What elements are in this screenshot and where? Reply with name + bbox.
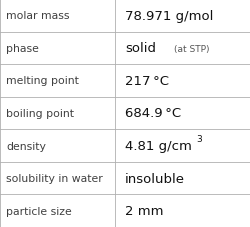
Text: melting point: melting point bbox=[6, 76, 79, 86]
Text: density: density bbox=[6, 141, 46, 151]
Text: 684.9 °C: 684.9 °C bbox=[125, 107, 181, 120]
Text: 4.81 g/cm: 4.81 g/cm bbox=[125, 139, 192, 152]
Text: 2 mm: 2 mm bbox=[125, 204, 164, 217]
Text: molar mass: molar mass bbox=[6, 11, 70, 21]
Text: insoluble: insoluble bbox=[125, 172, 185, 185]
Text: boiling point: boiling point bbox=[6, 109, 74, 118]
Text: particle size: particle size bbox=[6, 206, 72, 216]
Text: 217 °C: 217 °C bbox=[125, 75, 169, 88]
Text: (at STP): (at STP) bbox=[174, 45, 209, 54]
Text: 3: 3 bbox=[196, 134, 202, 143]
Text: 78.971 g/mol: 78.971 g/mol bbox=[125, 10, 214, 23]
Text: solid: solid bbox=[125, 42, 156, 55]
Text: solubility in water: solubility in water bbox=[6, 173, 103, 183]
Text: phase: phase bbox=[6, 44, 39, 54]
